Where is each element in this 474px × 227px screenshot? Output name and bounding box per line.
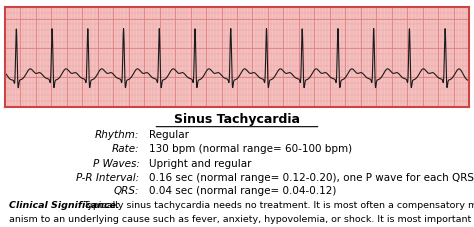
Text: Typically sinus tachycardia needs no treatment. It is most often a compensatory : Typically sinus tachycardia needs no tre… [83, 201, 474, 210]
Text: Rhythm:: Rhythm: [95, 130, 139, 140]
Text: Sinus Tachycardia: Sinus Tachycardia [174, 113, 300, 126]
Text: 130 bpm (normal range= 60-100 bpm): 130 bpm (normal range= 60-100 bpm) [149, 144, 352, 154]
Text: 0.16 sec (normal range= 0.12-0.20), one P wave for each QRS: 0.16 sec (normal range= 0.12-0.20), one … [149, 173, 474, 183]
Text: Regular: Regular [149, 130, 189, 140]
Text: anism to an underlying cause such as fever, anxiety, hypovolemia, or shock. It i: anism to an underlying cause such as fev… [9, 215, 474, 224]
Text: QRS:: QRS: [114, 186, 139, 196]
Text: P Waves:: P Waves: [92, 158, 139, 168]
Text: Clinical Significance:: Clinical Significance: [9, 201, 120, 210]
Text: P-R Interval:: P-R Interval: [76, 173, 139, 183]
Text: 0.04 sec (normal range= 0.04-0.12): 0.04 sec (normal range= 0.04-0.12) [149, 186, 336, 196]
Text: Upright and regular: Upright and regular [149, 158, 251, 168]
Text: Rate:: Rate: [112, 144, 139, 154]
